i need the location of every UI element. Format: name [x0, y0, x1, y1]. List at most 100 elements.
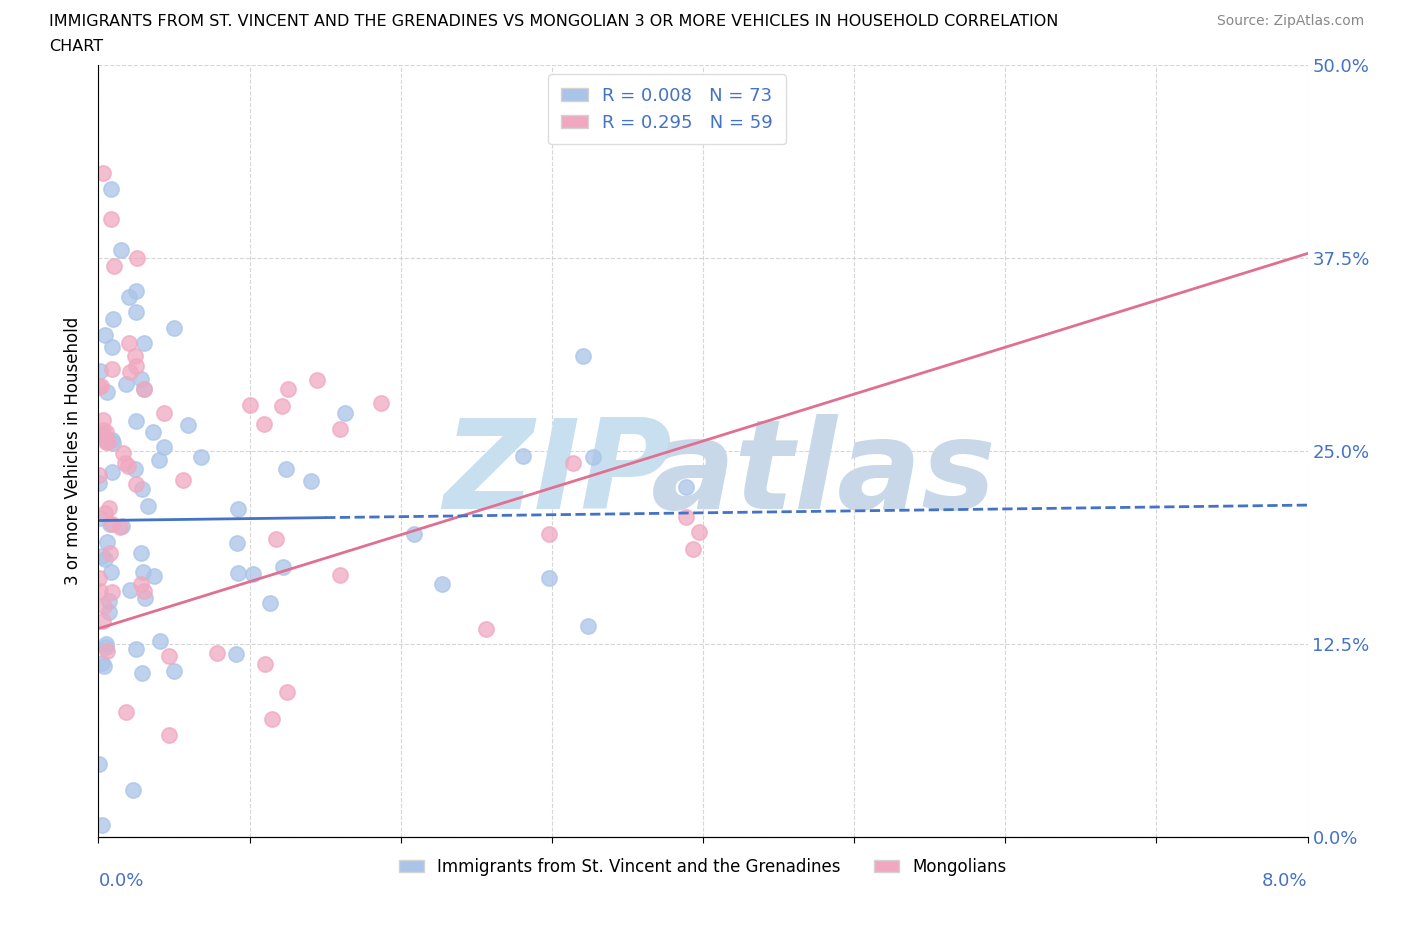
Point: [134, 591, 156, 605]
Point: [149, 633, 172, 648]
Point: [239, 397, 262, 412]
Point: [262, 711, 284, 726]
Point: [100, 212, 122, 227]
Point: [101, 464, 124, 479]
Point: [120, 583, 142, 598]
Point: [101, 585, 124, 600]
Point: [576, 618, 599, 633]
Point: [97, 604, 120, 619]
Point: [124, 413, 146, 428]
Point: [430, 577, 453, 591]
Point: [370, 396, 392, 411]
Point: [402, 526, 425, 541]
Point: [103, 259, 125, 273]
Point: [101, 435, 124, 450]
Point: [132, 336, 155, 351]
Point: [132, 382, 155, 397]
Point: [87, 571, 110, 586]
Text: Source: ZipAtlas.com: Source: ZipAtlas.com: [1216, 14, 1364, 28]
Point: [94, 435, 117, 450]
Point: [89, 364, 111, 379]
Point: [172, 472, 194, 487]
Point: [225, 536, 247, 551]
Point: [675, 510, 697, 525]
Point: [110, 519, 132, 534]
Point: [148, 453, 170, 468]
Point: [124, 461, 146, 476]
Point: [129, 372, 152, 387]
Point: [94, 328, 117, 343]
Point: [143, 569, 166, 584]
Text: CHART: CHART: [49, 39, 103, 54]
Point: [98, 593, 121, 608]
Point: [129, 546, 152, 561]
Point: [264, 532, 287, 547]
Point: [101, 432, 124, 447]
Point: [157, 648, 180, 663]
Point: [90, 379, 112, 393]
Point: [329, 567, 352, 582]
Point: [474, 621, 496, 636]
Point: [299, 473, 322, 488]
Point: [101, 339, 124, 354]
Point: [142, 425, 165, 440]
Point: [132, 583, 155, 598]
Point: [96, 385, 118, 400]
Point: [96, 535, 118, 550]
Point: [305, 372, 328, 387]
Y-axis label: 3 or more Vehicles in Household: 3 or more Vehicles in Household: [65, 317, 83, 585]
Point: [100, 517, 122, 532]
Point: [97, 500, 120, 515]
Point: [190, 449, 212, 464]
Point: [682, 541, 704, 556]
Point: [96, 644, 118, 658]
Text: 8.0%: 8.0%: [1263, 871, 1308, 890]
Point: [163, 664, 186, 679]
Point: [97, 434, 120, 449]
Point: [152, 405, 174, 420]
Point: [118, 336, 141, 351]
Point: [277, 381, 299, 396]
Point: [87, 476, 110, 491]
Point: [226, 501, 249, 516]
Point: [125, 476, 148, 491]
Point: [125, 284, 148, 299]
Point: [91, 413, 114, 428]
Point: [207, 645, 229, 660]
Point: [335, 405, 357, 420]
Point: [259, 595, 281, 610]
Point: [512, 449, 534, 464]
Point: [91, 166, 114, 180]
Point: [131, 666, 153, 681]
Point: [96, 432, 118, 447]
Point: [675, 480, 697, 495]
Point: [115, 377, 138, 392]
Point: [89, 756, 111, 771]
Point: [270, 399, 292, 414]
Point: [91, 427, 114, 442]
Legend: Immigrants from St. Vincent and the Grenadines, Mongolians: Immigrants from St. Vincent and the Gren…: [392, 851, 1014, 883]
Point: [93, 658, 115, 673]
Point: [153, 440, 176, 455]
Point: [120, 365, 142, 379]
Point: [129, 577, 152, 591]
Point: [100, 565, 122, 579]
Point: [538, 526, 561, 541]
Point: [131, 482, 153, 497]
Point: [242, 566, 264, 581]
Point: [91, 656, 114, 671]
Point: [93, 505, 115, 520]
Point: [228, 565, 250, 580]
Point: [91, 422, 114, 437]
Point: [103, 312, 125, 326]
Point: [110, 243, 132, 258]
Point: [89, 379, 111, 394]
Point: [117, 458, 139, 473]
Point: [91, 614, 114, 629]
Point: [98, 545, 121, 560]
Point: [112, 445, 135, 460]
Point: [177, 418, 200, 432]
Point: [271, 559, 294, 574]
Point: [125, 358, 148, 373]
Point: [100, 181, 122, 196]
